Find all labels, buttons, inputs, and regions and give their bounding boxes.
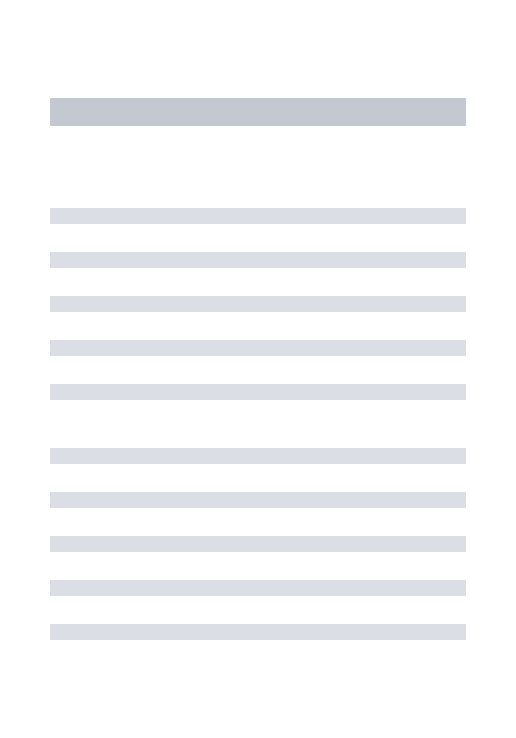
- skeleton-group: [50, 448, 466, 640]
- skeleton-header-bar: [50, 98, 466, 126]
- skeleton-line: [50, 536, 466, 552]
- skeleton-line: [50, 492, 466, 508]
- skeleton-line: [50, 624, 466, 640]
- skeleton-container: [0, 0, 516, 738]
- skeleton-line: [50, 208, 466, 224]
- skeleton-line: [50, 384, 466, 400]
- skeleton-line: [50, 340, 466, 356]
- skeleton-line: [50, 448, 466, 464]
- skeleton-groups: [50, 208, 466, 640]
- skeleton-line: [50, 252, 466, 268]
- skeleton-line: [50, 296, 466, 312]
- skeleton-group: [50, 208, 466, 400]
- skeleton-line: [50, 580, 466, 596]
